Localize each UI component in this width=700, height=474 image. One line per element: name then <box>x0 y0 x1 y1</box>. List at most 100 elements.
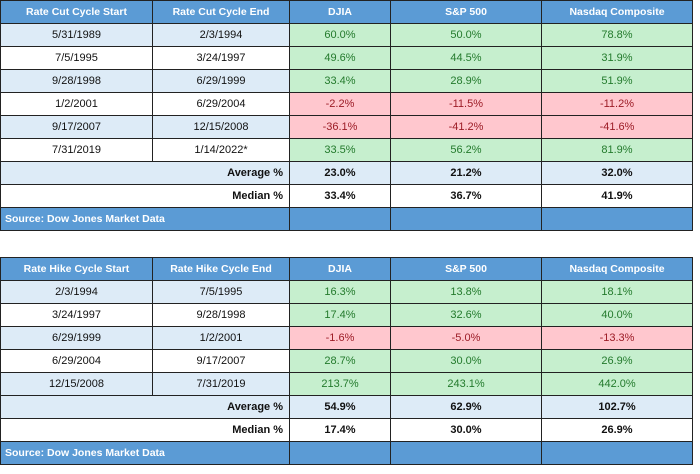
header-cell: S&P 500 <box>390 0 542 24</box>
nasdaq-cell: -41.6% <box>541 115 693 139</box>
start-date-cell: 1/2/2001 <box>0 92 153 116</box>
source-blank-cell <box>541 441 693 465</box>
median-nasdaq: 26.9% <box>541 418 693 442</box>
start-date-cell: 12/15/2008 <box>0 372 153 396</box>
median-label: Median % <box>0 418 290 442</box>
nasdaq-cell: 81.9% <box>541 138 693 162</box>
table-row: 2/3/1994 7/5/1995 16.3% 13.8% 18.1% <box>0 280 693 304</box>
source-note: Source: Dow Jones Market Data <box>0 441 290 465</box>
median-label: Median % <box>0 184 290 208</box>
header-cell: Rate Cut Cycle End <box>152 0 290 24</box>
source-blank-cell <box>390 441 542 465</box>
average-row: Average % 54.9% 62.9% 102.7% <box>0 395 693 419</box>
table-row: 12/15/2008 7/31/2019 213.7% 243.1% 442.0… <box>0 372 693 396</box>
start-date-cell: 6/29/2004 <box>0 349 153 373</box>
average-nasdaq: 102.7% <box>541 395 693 419</box>
end-date-cell: 7/5/1995 <box>152 280 290 304</box>
average-djia: 54.9% <box>289 395 391 419</box>
djia-cell: 49.6% <box>289 46 391 70</box>
djia-cell: 213.7% <box>289 372 391 396</box>
end-date-cell: 3/24/1997 <box>152 46 290 70</box>
nasdaq-cell: 18.1% <box>541 280 693 304</box>
end-date-cell: 6/29/2004 <box>152 92 290 116</box>
djia-cell: 33.4% <box>289 69 391 93</box>
end-date-cell: 6/29/1999 <box>152 69 290 93</box>
sp500-cell: 50.0% <box>390 23 542 47</box>
source-row: Source: Dow Jones Market Data <box>0 441 693 465</box>
header-cell: Nasdaq Composite <box>541 0 693 24</box>
header-row: Rate Hike Cycle Start Rate Hike Cycle En… <box>0 257 693 281</box>
average-label: Average % <box>0 161 290 185</box>
sp500-cell: 243.1% <box>390 372 542 396</box>
djia-cell: -36.1% <box>289 115 391 139</box>
sp500-cell: 30.0% <box>390 349 542 373</box>
djia-cell: 17.4% <box>289 303 391 327</box>
average-sp500: 21.2% <box>390 161 542 185</box>
median-djia: 17.4% <box>289 418 391 442</box>
nasdaq-cell: -11.2% <box>541 92 693 116</box>
end-date-cell: 7/31/2019 <box>152 372 290 396</box>
header-cell: Nasdaq Composite <box>541 257 693 281</box>
table-row: 7/31/2019 1/14/2022* 33.5% 56.2% 81.9% <box>0 138 693 162</box>
djia-cell: 60.0% <box>289 23 391 47</box>
average-sp500: 62.9% <box>390 395 542 419</box>
start-date-cell: 3/24/1997 <box>0 303 153 327</box>
sp500-cell: 28.9% <box>390 69 542 93</box>
average-row: Average % 23.0% 21.2% 32.0% <box>0 161 693 185</box>
nasdaq-cell: 40.0% <box>541 303 693 327</box>
start-date-cell: 6/29/1999 <box>0 326 153 350</box>
source-blank-cell <box>541 207 693 231</box>
end-date-cell: 9/28/1998 <box>152 303 290 327</box>
end-date-cell: 2/3/1994 <box>152 23 290 47</box>
start-date-cell: 2/3/1994 <box>0 280 153 304</box>
sp500-cell: 32.6% <box>390 303 542 327</box>
average-djia: 23.0% <box>289 161 391 185</box>
table-row: 1/2/2001 6/29/2004 -2.2% -11.5% -11.2% <box>0 92 693 116</box>
source-blank-cell <box>390 207 542 231</box>
end-date-cell: 1/2/2001 <box>152 326 290 350</box>
source-note: Source: Dow Jones Market Data <box>0 207 290 231</box>
median-sp500: 30.0% <box>390 418 542 442</box>
sp500-cell: 56.2% <box>390 138 542 162</box>
sp500-cell: -41.2% <box>390 115 542 139</box>
header-cell: Rate Hike Cycle Start <box>0 257 153 281</box>
median-row: Median % 17.4% 30.0% 26.9% <box>0 418 693 442</box>
table-row: 7/5/1995 3/24/1997 49.6% 44.5% 31.9% <box>0 46 693 70</box>
start-date-cell: 9/28/1998 <box>0 69 153 93</box>
end-date-cell: 12/15/2008 <box>152 115 290 139</box>
median-row: Median % 33.4% 36.7% 41.9% <box>0 184 693 208</box>
header-cell: S&P 500 <box>390 257 542 281</box>
start-date-cell: 7/31/2019 <box>0 138 153 162</box>
rate-hike-table: Rate Hike Cycle Start Rate Hike Cycle En… <box>0 257 693 465</box>
rate-hike-table-body: Rate Hike Cycle Start Rate Hike Cycle En… <box>0 257 693 465</box>
table-row: 6/29/1999 1/2/2001 -1.6% -5.0% -13.3% <box>0 326 693 350</box>
start-date-cell: 9/17/2007 <box>0 115 153 139</box>
nasdaq-cell: -13.3% <box>541 326 693 350</box>
median-sp500: 36.7% <box>390 184 542 208</box>
source-row: Source: Dow Jones Market Data <box>0 207 693 231</box>
nasdaq-cell: 51.9% <box>541 69 693 93</box>
djia-cell: -1.6% <box>289 326 391 350</box>
header-cell: DJIA <box>289 257 391 281</box>
nasdaq-cell: 442.0% <box>541 372 693 396</box>
average-nasdaq: 32.0% <box>541 161 693 185</box>
table-row: 6/29/2004 9/17/2007 28.7% 30.0% 26.9% <box>0 349 693 373</box>
djia-cell: 33.5% <box>289 138 391 162</box>
nasdaq-cell: 31.9% <box>541 46 693 70</box>
sp500-cell: 44.5% <box>390 46 542 70</box>
end-date-cell: 9/17/2007 <box>152 349 290 373</box>
sp500-cell: -11.5% <box>390 92 542 116</box>
average-label: Average % <box>0 395 290 419</box>
rate-cut-table: Rate Cut Cycle Start Rate Cut Cycle End … <box>0 0 693 231</box>
nasdaq-cell: 78.8% <box>541 23 693 47</box>
table-row: 5/31/1989 2/3/1994 60.0% 50.0% 78.8% <box>0 23 693 47</box>
nasdaq-cell: 26.9% <box>541 349 693 373</box>
djia-cell: -2.2% <box>289 92 391 116</box>
header-cell: DJIA <box>289 0 391 24</box>
header-cell: Rate Cut Cycle Start <box>0 0 153 24</box>
djia-cell: 16.3% <box>289 280 391 304</box>
end-date-cell: 1/14/2022* <box>152 138 290 162</box>
median-nasdaq: 41.9% <box>541 184 693 208</box>
median-djia: 33.4% <box>289 184 391 208</box>
source-blank-cell <box>289 441 391 465</box>
